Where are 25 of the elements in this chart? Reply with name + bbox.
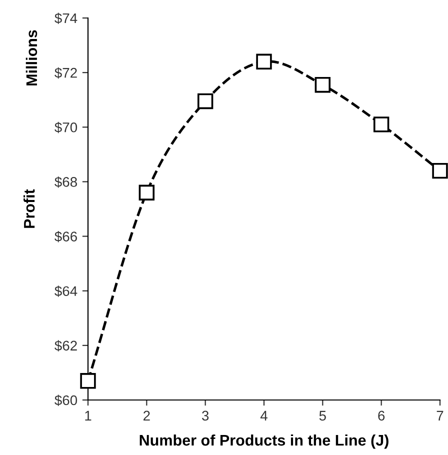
point [373,116,390,132]
text: Millions [26,30,38,86]
x-tick-label: 6 [378,410,385,421]
x-tick-label: 1 [85,410,92,420]
point [80,373,96,389]
x-axis-title: Number of Products in the Line (J) [140,434,388,449]
point [432,162,448,179]
y-tick-label: $64 [54,286,78,297]
point [256,54,272,70]
y-tick-label: $74 [54,12,78,24]
y-tick-label: $70 [54,122,78,134]
y-tick-label: $62 [54,340,77,352]
y-axis-title: Profit [24,189,35,228]
point [314,77,331,93]
y-tick-label: $68 [54,176,77,188]
x-tick-label: 7 [436,410,444,420]
y-tick-label: $66 [54,231,77,242]
point [138,184,155,200]
x-tick-label: 5 [319,410,326,421]
y-tick-label: $60 [54,394,78,406]
y-tick-label: $72 [54,67,77,79]
x-tick-label: 2 [144,410,150,420]
x-tick-label: 4 [260,410,268,420]
x-tick-label: 3 [202,410,209,421]
point [197,93,214,110]
